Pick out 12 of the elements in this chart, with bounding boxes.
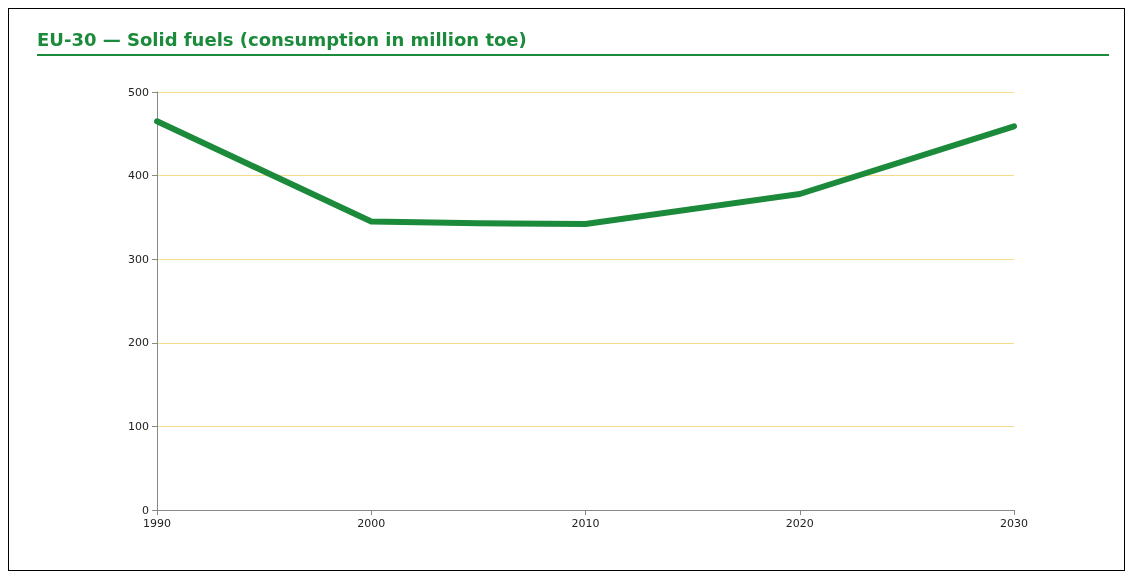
x-tick-label: 2010	[571, 517, 600, 530]
y-tick-label: 300	[128, 252, 149, 266]
x-tick-label: 2020	[785, 517, 814, 530]
y-tick-label: 400	[128, 169, 149, 183]
x-tick-label: 1990	[143, 517, 171, 530]
y-tick-label: 200	[128, 336, 149, 350]
y-tick-label: 0	[142, 503, 149, 517]
y-tick-label: 500	[128, 85, 149, 99]
x-tick-label: 2030	[1000, 517, 1028, 530]
chart-title: EU-30 — Solid fuels (consumption in million toe)	[37, 29, 1109, 56]
x-tick-label: 2000	[357, 517, 386, 530]
y-tick-label: 100	[128, 419, 149, 433]
